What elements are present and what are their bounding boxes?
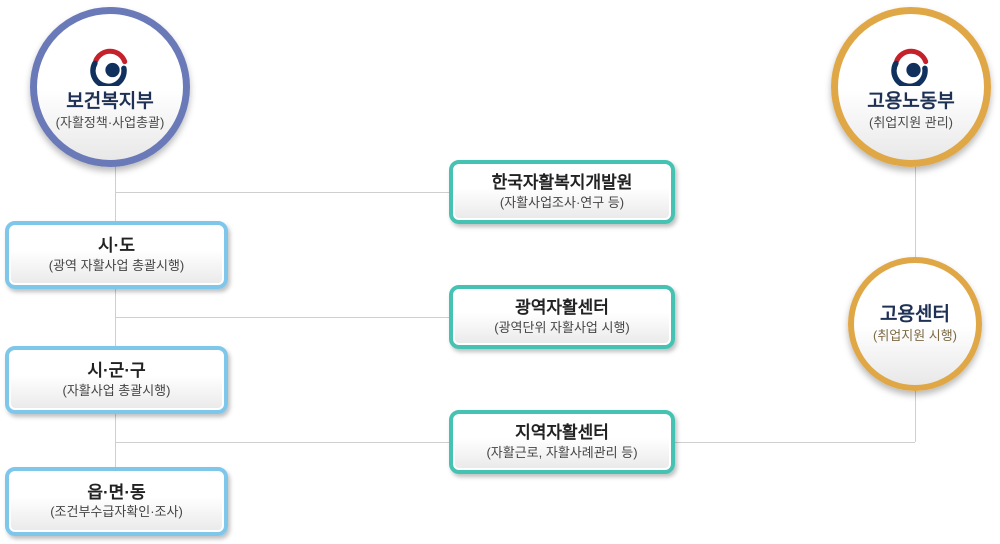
node-sigungu: 시·군·구 (자활사업 총괄시행) (5, 346, 228, 414)
node-subtitle: (취업지원 관리) (868, 114, 954, 130)
korea-gov-emblem-icon (90, 48, 128, 86)
node-subtitle: (자활근로, 자활사례관리 등) (486, 444, 638, 460)
node-eup-myeon-dong: 읍·면·동 (조건부수급자확인·조사) (5, 467, 228, 536)
connector-h-metro-center (115, 317, 449, 318)
node-dev-institute: 한국자활복지개발원 (자활사업조사·연구 등) (449, 160, 675, 224)
connector-h-dev-institute (115, 192, 449, 193)
node-title: 고용노동부 (867, 90, 955, 112)
node-subtitle: (광역 자활사업 총괄시행) (48, 257, 185, 273)
node-subtitle: (자활사업 총괄시행) (62, 382, 171, 398)
node-employment-center: 고용센터 (취업지원 시행) (848, 257, 982, 391)
node-title: 한국자활복지개발원 (491, 173, 633, 193)
node-ministry-labor: 고용노동부 (취업지원 관리) (831, 7, 991, 167)
connector-right-trunk-top (915, 164, 916, 257)
node-subtitle: (취업지원 시행) (872, 328, 958, 344)
node-title: 고용센터 (880, 304, 950, 326)
node-title: 시·도 (98, 236, 135, 256)
node-metro-center: 광역자활센터 (광역단위 자활사업 시행) (449, 285, 675, 349)
connector-right-trunk-bottom (915, 390, 916, 442)
connector-left-trunk (115, 163, 116, 467)
node-title: 지역자활센터 (515, 423, 609, 443)
node-subtitle: (자활정책·사업총괄) (55, 114, 165, 130)
node-title: 시·군·구 (87, 361, 146, 381)
node-title: 보건복지부 (66, 90, 154, 112)
connector-h-right (675, 442, 915, 443)
node-subtitle: (광역단위 자활사업 시행) (494, 319, 630, 335)
node-subtitle: (자활사업조사·연구 등) (499, 194, 625, 210)
node-title: 읍·면·동 (87, 482, 146, 502)
node-title: 광역자활센터 (515, 298, 609, 318)
node-ministry-health: 보건복지부 (자활정책·사업총괄) (30, 7, 190, 167)
korea-gov-emblem-icon (891, 48, 929, 86)
node-sido: 시·도 (광역 자활사업 총괄시행) (5, 221, 228, 289)
node-local-center: 지역자활센터 (자활근로, 자활사례관리 등) (449, 410, 675, 474)
node-subtitle: (조건부수급자확인·조사) (50, 504, 183, 520)
connector-h-local-center (115, 442, 449, 443)
